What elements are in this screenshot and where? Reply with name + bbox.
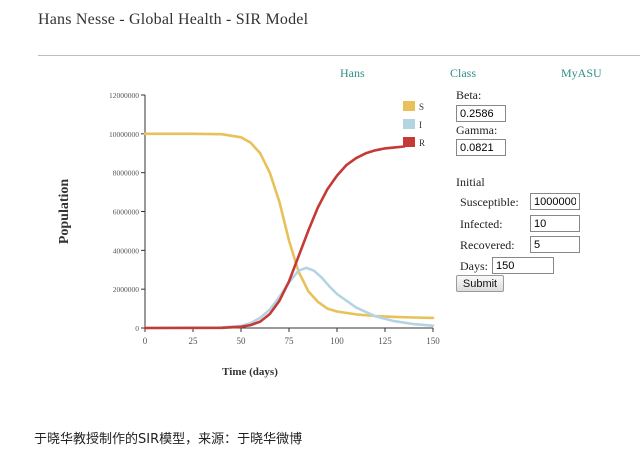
page-title: Hans Nesse - Global Health - SIR Model [38,11,309,28]
susceptible-label: Susceptible: [460,195,519,209]
nav-link-myasu[interactable]: MyASU [561,66,602,80]
series-line-r [143,145,406,330]
submit-button[interactable]: Submit [456,275,504,292]
infected-input[interactable] [530,215,580,232]
gamma-input[interactable] [456,139,506,156]
title-divider [38,55,640,56]
x-tick-label: 50 [237,336,247,346]
y-axis-label: Population [57,179,72,245]
x-axis-label: Time (days) [222,366,278,378]
susceptible-input[interactable] [530,193,580,210]
sir-chart: 0 2000000 4000000 6000000 8000000 10000000 120… [57,91,440,378]
beta-label: Beta: [456,88,482,102]
infected-label: Infected: [460,217,503,231]
nav-link-class[interactable]: Class [450,66,477,80]
recovered-input[interactable] [530,236,580,253]
x-tick-label: 75 [285,336,295,346]
y-tick-label: 0 [135,324,139,333]
series-line-s [143,132,435,320]
series-line-i [143,266,435,330]
gamma-label: Gamma: [456,123,498,137]
legend-label-i: I [419,120,422,130]
beta-input[interactable] [456,105,506,122]
x-tick-label: 100 [330,336,344,346]
image-caption: 于晓华教授制作的SIR模型，来源：于晓华微博 [34,432,303,447]
x-tick-label: 150 [426,336,440,346]
y-tick-label: 10000000 [109,130,139,139]
legend-label-s: S [419,102,424,112]
y-tick-label: 6000000 [113,208,140,217]
recovered-label: Recovered: [460,238,515,252]
x-tick-label: 25 [189,336,199,346]
y-tick-label: 8000000 [113,169,140,178]
x-tick-label: 0 [143,336,148,346]
y-tick-label: 12000000 [109,91,139,100]
legend-swatch-i [403,119,415,129]
x-tick-label: 125 [378,336,392,346]
days-label: Days: [460,259,488,273]
y-tick-label: 2000000 [113,285,140,294]
days-input[interactable] [492,257,554,274]
nav-link-hans[interactable]: Hans [340,66,365,80]
legend-swatch-r [403,137,415,147]
initial-heading: Initial [456,175,485,189]
legend-swatch-s [403,101,415,111]
y-tick-label: 4000000 [113,246,140,255]
legend-label-r: R [419,138,425,148]
